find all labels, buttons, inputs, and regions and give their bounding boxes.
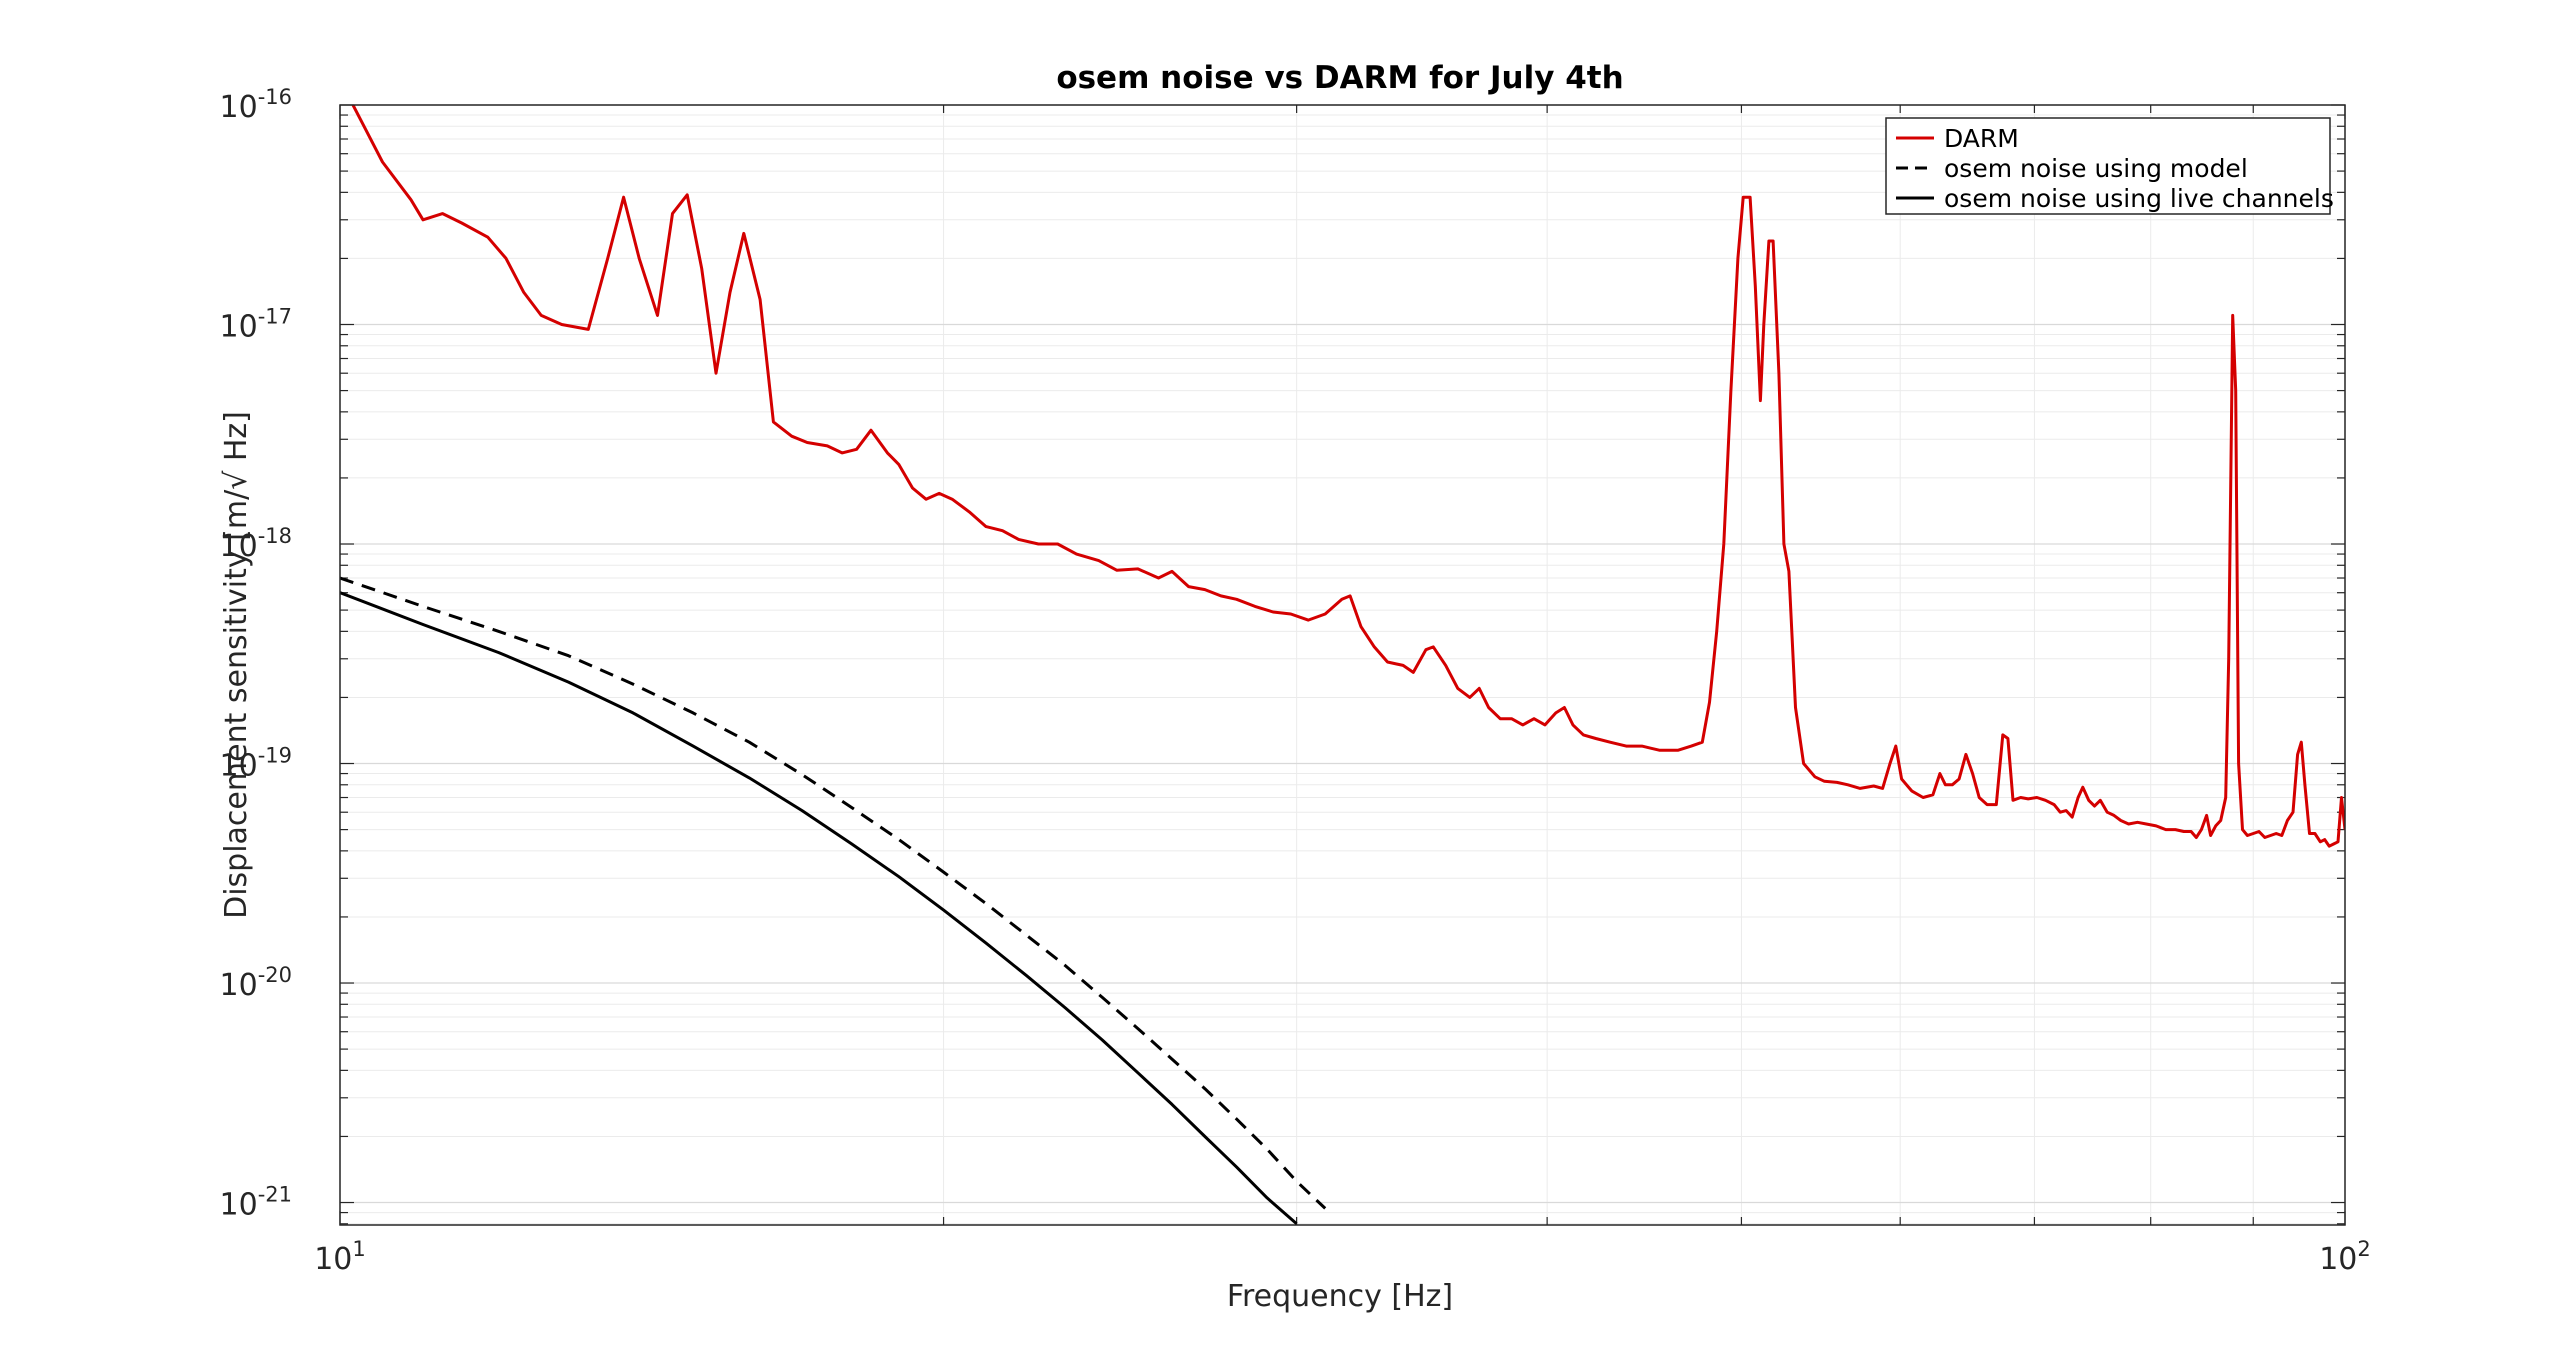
grid — [339, 104, 2346, 1225]
y-tick-label: 10-18 — [220, 524, 293, 564]
series-group — [340, 105, 2345, 1225]
y-tick-label: 10-20 — [220, 963, 293, 1003]
y-tick-label: 10-17 — [220, 305, 293, 345]
y-axis-label: Displacement sensitivity [m/√ Hz] — [219, 411, 254, 919]
series-line-2 — [340, 591, 1298, 1225]
x-tick-label: 102 — [2319, 1237, 2371, 1277]
legend-box — [1885, 117, 2331, 215]
legend-label-1: osem noise using model — [1944, 154, 2248, 183]
legend-label-2: osem noise using live channels — [1944, 184, 2334, 213]
chart-title: osem noise vs DARM for July 4th — [1056, 60, 1623, 96]
x-axis-label: Frequency [Hz] — [1227, 1279, 1453, 1314]
x-tick-label: 101 — [314, 1237, 366, 1277]
y-tick-label: 10-21 — [220, 1183, 293, 1223]
legend-label-0: DARM — [1944, 124, 2019, 153]
axis-ticks — [339, 104, 2346, 1225]
plot-frame — [339, 104, 2346, 1226]
y-tick-label: 10-19 — [220, 744, 293, 784]
series-line-0 — [351, 105, 2345, 848]
plot-background — [340, 105, 2345, 1225]
y-tick-label: 10-16 — [220, 85, 293, 125]
series-line-1 — [340, 576, 1327, 1210]
tick-labels: 101 102 10-21 10-20 10-19 10-18 10-17 10-16 — [220, 85, 2371, 1277]
